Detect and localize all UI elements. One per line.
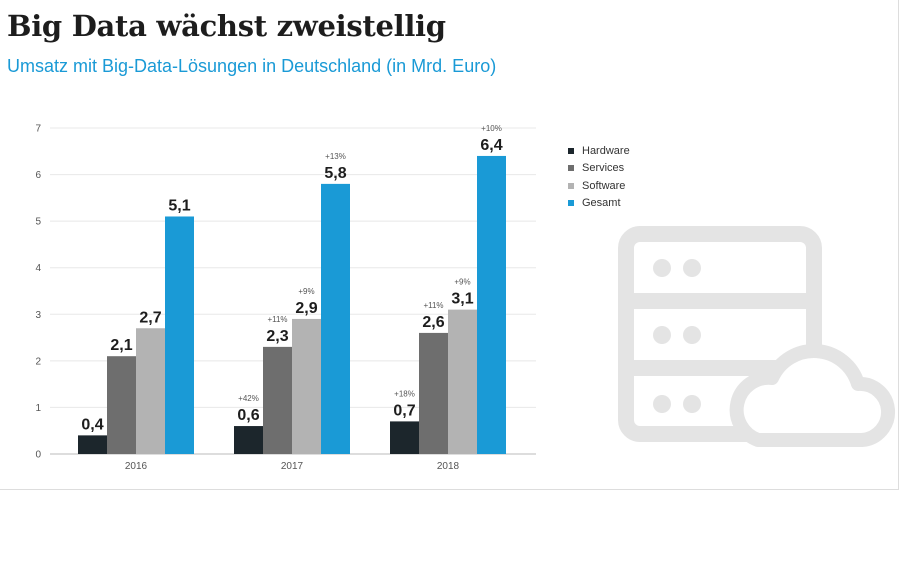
bar-services-2016 xyxy=(107,356,136,454)
bar-software-2017 xyxy=(292,318,321,454)
y-tick-label: 1 xyxy=(35,403,41,414)
growth-label: +11% xyxy=(267,315,287,324)
data-label: 2,1 xyxy=(110,337,132,354)
x-tick-label: 2017 xyxy=(281,461,304,472)
legend-item-gesamt: Gesamt xyxy=(568,195,630,213)
data-label: 2,6 xyxy=(422,314,444,331)
legend-swatch xyxy=(568,165,574,172)
data-label: 0,7 xyxy=(393,402,415,419)
x-tick-label: 2016 xyxy=(125,461,148,472)
legend-item-services: Services xyxy=(568,160,630,178)
bar-hardware-2017 xyxy=(234,426,263,454)
growth-label: +10% xyxy=(481,124,502,133)
y-tick-label: 5 xyxy=(35,217,41,228)
chart-legend: Hardware Services Software Gesamt xyxy=(568,142,630,212)
legend-label: Services xyxy=(582,162,625,175)
legend-label: Gesamt xyxy=(582,197,621,210)
bar-chart: 0 1 2 3 4 5 6 7 0,4 2,1 2,7 5,1 2016 0,6 +42% 2,3 +11% 2,… xyxy=(35,124,536,472)
legend-item-software: Software xyxy=(568,177,630,195)
chart-subtitle: Umsatz mit Big-Data-Lösungen in Deutschl… xyxy=(7,56,497,76)
bar-gesamt-2018 xyxy=(477,155,506,454)
data-label: 2,9 xyxy=(295,300,317,317)
data-label: 5,8 xyxy=(324,165,346,182)
growth-label: +9% xyxy=(454,278,470,287)
data-label: 0,4 xyxy=(81,416,103,433)
legend-swatch xyxy=(568,200,574,207)
bar-software-2016 xyxy=(136,328,165,454)
bar-software-2018 xyxy=(448,309,477,454)
legend-swatch xyxy=(568,182,574,189)
data-label: 2,3 xyxy=(266,328,288,345)
growth-label: +42% xyxy=(238,394,259,403)
bar-gesamt-2016 xyxy=(165,216,194,454)
legend-item-hardware: Hardware xyxy=(568,142,630,160)
chart-card: Big Data wächst zweistellig Umsatz mit B… xyxy=(0,0,899,490)
legend-label: Hardware xyxy=(582,144,630,157)
y-tick-label: 4 xyxy=(35,263,41,274)
data-label: 2,7 xyxy=(139,309,161,326)
bar-hardware-2018 xyxy=(390,421,419,454)
y-tick-label: 3 xyxy=(35,310,41,321)
bar-services-2018 xyxy=(419,332,448,454)
data-label: 0,6 xyxy=(237,407,259,424)
chart-title: Big Data wächst zweistellig xyxy=(7,9,446,43)
growth-label: +9% xyxy=(298,287,314,296)
data-label: 6,4 xyxy=(480,137,502,154)
bar-hardware-2016 xyxy=(78,435,107,454)
growth-label: +18% xyxy=(394,389,415,398)
y-tick-label: 7 xyxy=(35,124,41,135)
server-cloud-icon xyxy=(618,226,895,447)
data-label: 3,1 xyxy=(451,291,473,308)
legend-label: Software xyxy=(582,179,626,192)
y-tick-label: 6 xyxy=(35,170,41,181)
growth-label: +13% xyxy=(325,152,346,161)
growth-label: +11% xyxy=(423,301,443,310)
x-tick-label: 2018 xyxy=(437,461,460,472)
y-tick-label: 0 xyxy=(35,450,41,461)
bar-services-2017 xyxy=(263,346,292,454)
data-label: 5,1 xyxy=(168,197,190,214)
y-tick-label: 2 xyxy=(35,356,41,367)
bar-gesamt-2017 xyxy=(321,183,350,454)
legend-swatch xyxy=(568,147,574,154)
